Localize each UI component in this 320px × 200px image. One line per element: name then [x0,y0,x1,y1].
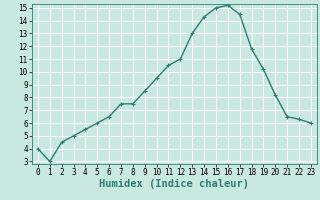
X-axis label: Humidex (Indice chaleur): Humidex (Indice chaleur) [100,179,249,189]
